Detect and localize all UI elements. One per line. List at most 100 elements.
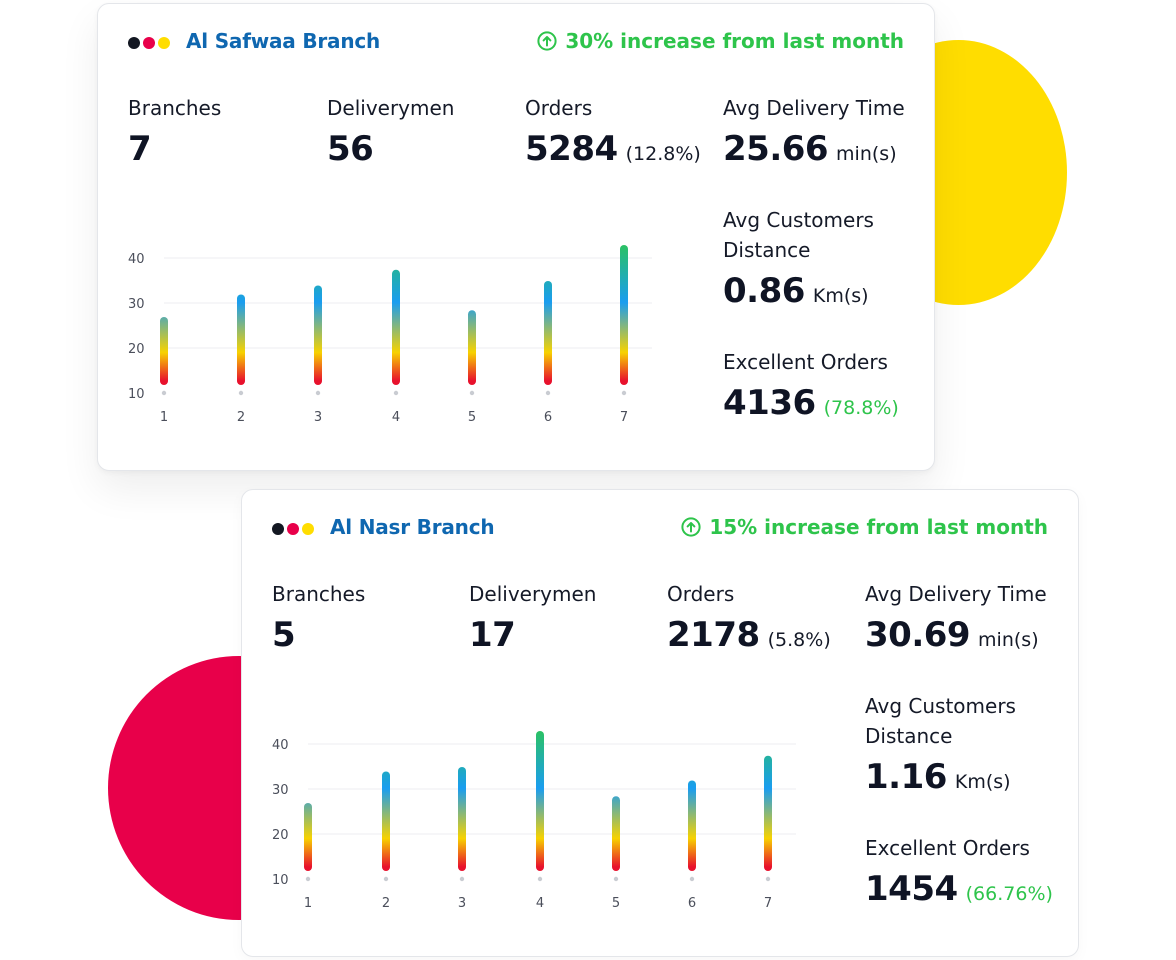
orders-percentage: (12.8%) bbox=[625, 143, 701, 165]
stat-excellent-orders: Excellent Orders 1454 (66.76%) bbox=[865, 833, 1053, 909]
x-axis-dot bbox=[689, 876, 695, 882]
stat-unit: Km(s) bbox=[812, 285, 869, 307]
stat-label: Orders bbox=[667, 582, 735, 606]
dot-dark bbox=[272, 523, 284, 535]
dot-yellow bbox=[158, 37, 170, 49]
x-axis-dot bbox=[161, 390, 167, 396]
y-tick-label: 30 bbox=[128, 297, 145, 312]
dot-red bbox=[143, 37, 155, 49]
stat-value: 56 bbox=[327, 129, 374, 169]
stat-label: Excellent Orders bbox=[723, 350, 888, 374]
stat-deliverymen: Deliverymen 17 bbox=[469, 579, 596, 655]
stat-label: Branches bbox=[128, 96, 222, 120]
stat-value: 0.86 bbox=[723, 271, 805, 311]
x-axis-dot bbox=[765, 876, 771, 882]
card-header: Al Safwaa Branch 30% increase from last … bbox=[128, 29, 904, 59]
x-tick-label: 2 bbox=[237, 410, 245, 425]
y-tick-label: 10 bbox=[272, 873, 289, 888]
stat-branches: Branches 5 bbox=[272, 579, 365, 655]
y-tick-label: 20 bbox=[272, 828, 289, 843]
x-axis-dot bbox=[459, 876, 465, 882]
x-tick-label: 4 bbox=[536, 896, 544, 911]
y-tick-label: 10 bbox=[128, 387, 145, 402]
x-tick-label: 3 bbox=[458, 896, 466, 911]
y-tick-label: 40 bbox=[272, 738, 289, 753]
stat-value: 4136 bbox=[723, 383, 816, 423]
x-tick-label: 1 bbox=[304, 896, 312, 911]
stat-excellent-orders: Excellent Orders 4136 (78.8%) bbox=[723, 347, 899, 423]
stat-value: 1.16 bbox=[865, 757, 947, 797]
x-tick-label: 2 bbox=[382, 896, 390, 911]
stat-label: Deliverymen bbox=[327, 96, 455, 120]
brand-dots bbox=[272, 523, 314, 535]
brand-dots bbox=[128, 37, 170, 49]
arrow-up-circle-icon bbox=[681, 517, 701, 537]
stat-value: 17 bbox=[469, 615, 516, 655]
stat-value: 25.66 bbox=[723, 129, 829, 169]
x-axis-dot bbox=[315, 390, 321, 396]
excellent-percentage: (78.8%) bbox=[823, 397, 899, 419]
dot-dark bbox=[128, 37, 140, 49]
x-axis-dot bbox=[305, 876, 311, 882]
x-tick-label: 6 bbox=[688, 896, 696, 911]
orders-percentage: (5.8%) bbox=[767, 629, 831, 651]
stat-label: Avg Customers bbox=[865, 694, 1016, 718]
orders-bar-chart: 10 20 30 40 1 2 3 4 5 6 7 bbox=[128, 245, 652, 425]
branch-card-al-safwaa: Al Safwaa Branch 30% increase from last … bbox=[97, 3, 935, 471]
stat-avg-customers-distance: Avg Customers Distance 0.86 Km(s) bbox=[723, 205, 874, 311]
stat-label: Excellent Orders bbox=[865, 836, 1030, 860]
x-tick-label: 5 bbox=[612, 896, 620, 911]
stat-value: 7 bbox=[128, 129, 152, 169]
stat-label: Avg Delivery Time bbox=[865, 582, 1047, 606]
x-axis-dot bbox=[393, 390, 399, 396]
stat-unit: min(s) bbox=[836, 143, 897, 165]
stat-value: 30.69 bbox=[865, 615, 971, 655]
x-axis-dot bbox=[469, 390, 475, 396]
stat-label: Deliverymen bbox=[469, 582, 597, 606]
x-tick-label: 7 bbox=[620, 410, 628, 425]
stat-label: Orders bbox=[525, 96, 593, 120]
stat-value: 2178 bbox=[667, 615, 760, 655]
stat-label-line-2: Distance bbox=[723, 238, 811, 262]
x-tick-label: 4 bbox=[392, 410, 400, 425]
y-tick-label: 20 bbox=[128, 342, 145, 357]
stat-branches: Branches 7 bbox=[128, 93, 221, 169]
stat-orders: Orders 2178 (5.8%) bbox=[667, 579, 831, 655]
stat-value: 1454 bbox=[865, 869, 958, 909]
stat-avg-delivery-time: Avg Delivery Time 30.69 min(s) bbox=[865, 579, 1047, 655]
arrow-up-circle-icon bbox=[537, 31, 557, 51]
x-axis-dot bbox=[621, 390, 627, 396]
orders-bar-chart: 10 20 30 40 1 2 3 4 5 6 7 bbox=[272, 731, 796, 911]
growth-indicator: 15% increase from last month bbox=[681, 515, 1048, 539]
y-tick-label: 30 bbox=[272, 783, 289, 798]
y-tick-label: 40 bbox=[128, 252, 145, 267]
x-axis-dot bbox=[613, 876, 619, 882]
stat-label-line-2: Distance bbox=[865, 724, 953, 748]
branch-name: Al Nasr Branch bbox=[330, 515, 495, 539]
x-tick-label: 6 bbox=[544, 410, 552, 425]
stat-deliverymen: Deliverymen 56 bbox=[327, 93, 454, 169]
stat-avg-customers-distance: Avg Customers Distance 1.16 Km(s) bbox=[865, 691, 1016, 797]
x-axis-dot bbox=[537, 876, 543, 882]
stat-unit: min(s) bbox=[978, 629, 1039, 651]
stat-value: 5 bbox=[272, 615, 296, 655]
card-header: Al Nasr Branch 15% increase from last mo… bbox=[272, 515, 1048, 545]
branch-card-al-nasr: Al Nasr Branch 15% increase from last mo… bbox=[241, 489, 1079, 957]
branch-name: Al Safwaa Branch bbox=[186, 29, 381, 53]
stat-label: Avg Customers bbox=[723, 208, 874, 232]
x-tick-label: 1 bbox=[160, 410, 168, 425]
growth-text: 30% increase from last month bbox=[565, 29, 904, 53]
growth-indicator: 30% increase from last month bbox=[537, 29, 904, 53]
x-tick-label: 7 bbox=[764, 896, 772, 911]
x-tick-label: 3 bbox=[314, 410, 322, 425]
stat-value: 5284 bbox=[525, 129, 618, 169]
growth-text: 15% increase from last month bbox=[709, 515, 1048, 539]
stat-unit: Km(s) bbox=[954, 771, 1011, 793]
stat-avg-delivery-time: Avg Delivery Time 25.66 min(s) bbox=[723, 93, 905, 169]
x-axis-dot bbox=[238, 390, 244, 396]
excellent-percentage: (66.76%) bbox=[965, 883, 1053, 905]
stat-label: Branches bbox=[272, 582, 366, 606]
dot-yellow bbox=[302, 523, 314, 535]
stat-orders: Orders 5284 (12.8%) bbox=[525, 93, 701, 169]
x-axis-dot bbox=[545, 390, 551, 396]
